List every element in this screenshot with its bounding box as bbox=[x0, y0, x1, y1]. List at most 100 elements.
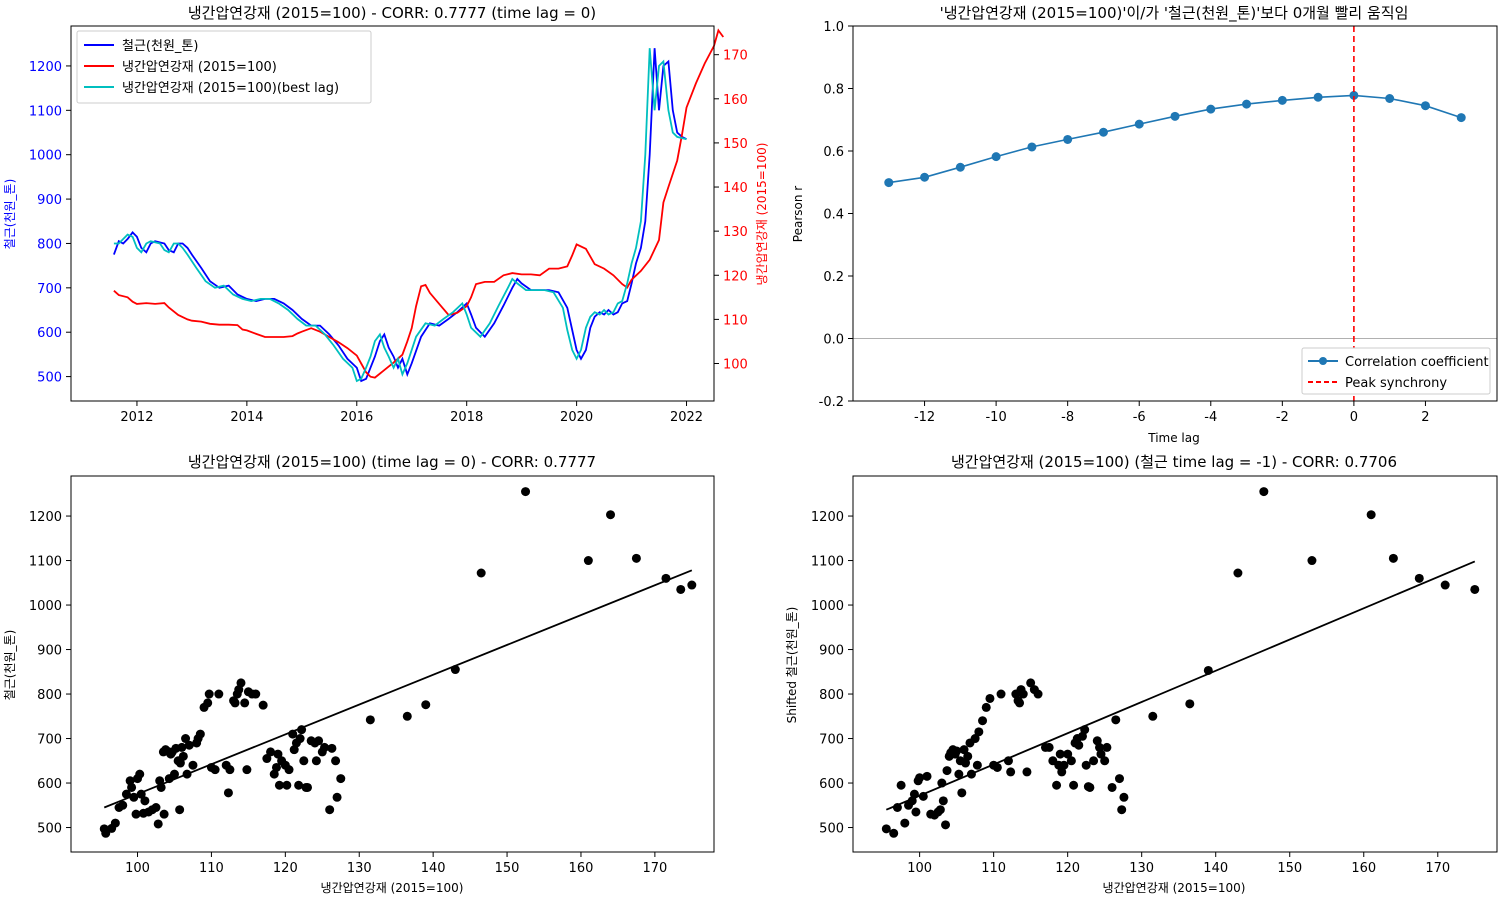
y-tick-label: 0.8 bbox=[823, 83, 844, 98]
scatter-point bbox=[299, 756, 309, 766]
correlation-point bbox=[1420, 101, 1430, 111]
scatter1-ylabel: Shifted 철근(천원_톤) bbox=[784, 607, 799, 724]
scatter-point bbox=[184, 740, 194, 750]
scatter-point bbox=[996, 689, 1006, 699]
y-tick-label-right: 160 bbox=[723, 93, 748, 108]
scatter-point bbox=[178, 751, 188, 761]
scatter-point bbox=[1366, 510, 1376, 520]
legend-label-rebar: 철근(천원_톤) bbox=[122, 39, 198, 54]
fit-line bbox=[103, 569, 693, 809]
x-tick-label: 100 bbox=[125, 861, 150, 876]
scatter-point bbox=[136, 789, 146, 799]
scatter-point bbox=[1052, 780, 1062, 790]
scatter-point bbox=[230, 698, 240, 708]
scatter-point bbox=[140, 796, 150, 806]
x-tick-label: 2018 bbox=[450, 410, 483, 425]
y-tick-label-right: 140 bbox=[723, 181, 748, 196]
panel-timeseries: 냉간압연강재 (2015=100) - CORR: 0.7777 (time l… bbox=[2, 4, 769, 425]
crosscorr-xlabel: Time lag bbox=[1147, 431, 1200, 445]
scatter-point bbox=[918, 791, 928, 801]
scatter-point bbox=[1111, 715, 1121, 725]
scatter-point bbox=[963, 751, 973, 761]
scatter-point bbox=[288, 729, 298, 739]
scatter-point bbox=[101, 828, 111, 838]
panel-scatter-lag0: 냉간압연강재 (2015=100) (time lag = 0) - CORR:… bbox=[2, 453, 715, 895]
scatter-point bbox=[687, 580, 697, 590]
scatter-point bbox=[266, 747, 276, 757]
scatter-point bbox=[1069, 780, 1079, 790]
y-tick-label: 1200 bbox=[29, 510, 62, 525]
scatter-point bbox=[153, 819, 163, 829]
series-line-0 bbox=[113, 48, 687, 383]
x-tick-label: 0 bbox=[1350, 410, 1358, 425]
x-tick-label: 100 bbox=[907, 861, 932, 876]
scatter-point bbox=[251, 689, 261, 699]
scatter-point bbox=[336, 774, 346, 784]
scatter-point bbox=[1119, 792, 1129, 802]
scatter-point bbox=[1089, 756, 1099, 766]
scatter-point bbox=[606, 510, 616, 520]
timeseries-ylabel-right: 냉간압연강재 (2015=100) bbox=[755, 143, 769, 286]
correlation-point bbox=[1385, 94, 1395, 103]
scatter-point bbox=[1080, 725, 1090, 735]
scatter-point bbox=[177, 742, 187, 752]
y-tick-label-left: 500 bbox=[37, 371, 62, 386]
scatter-point bbox=[881, 824, 891, 834]
scatter-point bbox=[175, 805, 185, 815]
correlation-point bbox=[1313, 92, 1323, 102]
scatter-point bbox=[911, 807, 921, 817]
x-tick-label: 2016 bbox=[340, 410, 373, 425]
scatter-point bbox=[974, 727, 984, 737]
scatter-point bbox=[966, 769, 976, 779]
scatter-point bbox=[1055, 749, 1065, 759]
panel-scatter-shifted: 냉간압연강재 (2015=100) (철근 time lag = -1) - C… bbox=[784, 453, 1498, 895]
scatter-point bbox=[1102, 742, 1112, 752]
scatter-point bbox=[1117, 805, 1127, 815]
scatter-point bbox=[210, 765, 220, 775]
timeseries-legend: 철근(천원_톤) 냉간압연강재 (2015=100) 냉간압연강재 (2015=… bbox=[76, 30, 372, 104]
y-tick-label: 1.0 bbox=[823, 20, 844, 35]
scatter-point bbox=[129, 792, 139, 802]
correlation-point bbox=[1027, 142, 1037, 152]
scatter-point bbox=[450, 665, 460, 675]
y-tick-label: 500 bbox=[819, 822, 844, 837]
scatter-point bbox=[332, 792, 342, 802]
y-tick-label-right: 110 bbox=[723, 313, 748, 328]
scatter1-frame bbox=[852, 475, 1498, 853]
scatter-point bbox=[297, 725, 307, 735]
y-tick-label: 1100 bbox=[29, 555, 62, 570]
scatter-point bbox=[992, 762, 1002, 772]
y-tick-label: 1100 bbox=[811, 555, 844, 570]
scatter-point bbox=[583, 556, 593, 566]
scatter-point bbox=[242, 765, 252, 775]
y-tick-label-left: 800 bbox=[37, 237, 62, 252]
fit-line bbox=[885, 560, 1476, 811]
y-tick-label-left: 900 bbox=[37, 193, 62, 208]
scatter-point bbox=[314, 736, 324, 746]
scatter-point bbox=[889, 828, 899, 838]
y-tick-label-right: 130 bbox=[723, 225, 748, 240]
legend-label-best-lag: 냉간압연강재 (2015=100)(best lag) bbox=[122, 81, 339, 96]
y-tick-label: 0.0 bbox=[823, 333, 844, 348]
correlation-point bbox=[1206, 104, 1216, 114]
correlation-point bbox=[1098, 127, 1108, 137]
scatter0-title: 냉간압연강재 (2015=100) (time lag = 0) - CORR:… bbox=[188, 453, 596, 471]
scatter-point bbox=[294, 780, 304, 790]
y-tick-label-left: 600 bbox=[37, 326, 62, 341]
correlation-point bbox=[1170, 111, 1180, 121]
x-tick-label: 2020 bbox=[560, 410, 593, 425]
scatter-point bbox=[204, 689, 214, 699]
scatter-point bbox=[900, 818, 910, 828]
correlation-point bbox=[1349, 90, 1359, 100]
scatter-point bbox=[225, 765, 235, 775]
y-tick-label: 0.2 bbox=[823, 270, 844, 285]
x-tick-label: 130 bbox=[347, 861, 372, 876]
crosscorr-legend: Correlation coefficient Peak synchrony bbox=[1301, 347, 1491, 395]
scatter-point bbox=[271, 762, 281, 772]
scatter-point bbox=[135, 769, 145, 779]
scatter-point bbox=[258, 700, 268, 710]
y-tick-label: 600 bbox=[819, 777, 844, 792]
scatter-point bbox=[952, 746, 962, 756]
x-tick-label: -2 bbox=[1276, 410, 1289, 425]
